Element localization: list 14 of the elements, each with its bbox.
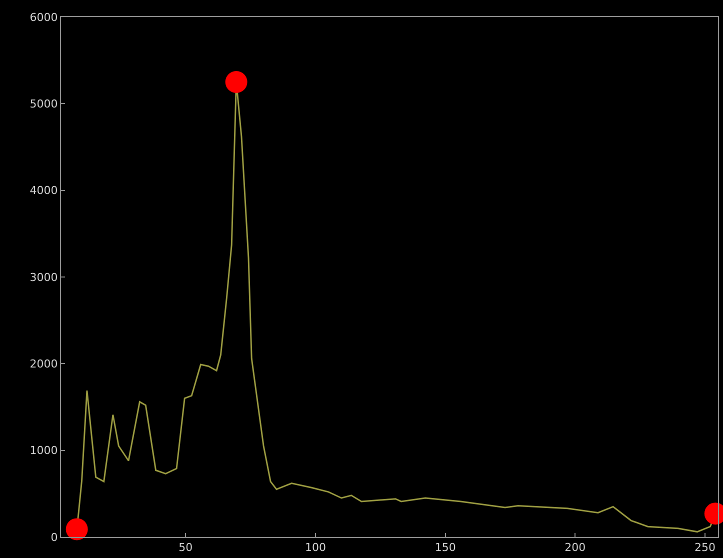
- x-tick-label: 250: [694, 541, 716, 554]
- point: [66, 518, 88, 540]
- y-tick-label: 3000: [30, 270, 58, 284]
- y-tick-label: 6000: [30, 10, 58, 24]
- x-tick-label: 100: [304, 541, 326, 554]
- y-tick-label: 5000: [30, 98, 58, 111]
- y-tick-label: 2000: [30, 358, 58, 371]
- y-tick-label: 1000: [30, 444, 58, 458]
- x-tick-label: 200: [564, 541, 586, 554]
- y-tick-label: 4000: [30, 184, 58, 198]
- x-tick-label: 150: [434, 541, 456, 554]
- x-tick-label: 50: [178, 541, 193, 554]
- point: [225, 71, 248, 93]
- y-tick-label: 0: [50, 530, 58, 544]
